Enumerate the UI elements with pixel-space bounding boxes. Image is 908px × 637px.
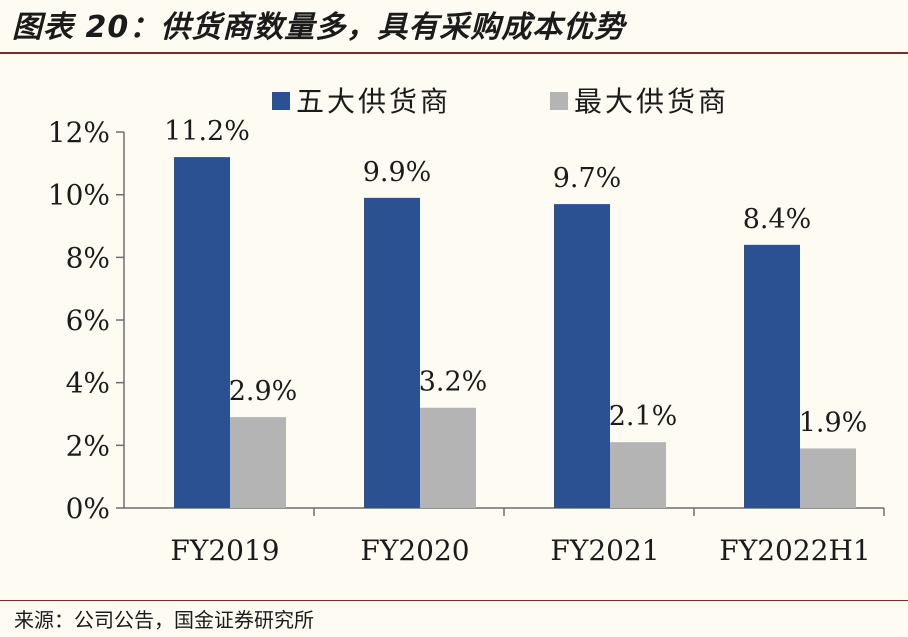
source-note: 来源：公司公告，国金证券研究所	[14, 608, 314, 632]
bar-largest-supplier	[420, 407, 476, 508]
category-label: FY2022H1	[719, 534, 870, 567]
source-divider	[0, 600, 908, 601]
y-tick-label: 8%	[66, 241, 110, 274]
chart-legend: 五大供货商 最大供货商	[272, 85, 729, 118]
y-tick-label: 0%	[66, 492, 110, 525]
bar-chart: 五大供货商 最大供货商 0% 2% 4% 6% 8% 10% 12% 11.2% 2.9% 9.9…	[48, 85, 885, 567]
title-divider	[0, 52, 908, 54]
bar-top-five-suppliers	[174, 157, 230, 508]
bar-top-five-suppliers	[554, 204, 610, 508]
data-label: 9.9%	[363, 157, 432, 188]
bar-top-five-suppliers	[364, 197, 420, 508]
legend-swatch	[550, 92, 568, 110]
category-label: FY2019	[170, 534, 279, 567]
y-tick-label: 2%	[66, 429, 110, 462]
bar-top-five-suppliers	[744, 244, 800, 508]
data-label: 2.9%	[229, 376, 298, 407]
category-label: FY2021	[550, 534, 659, 567]
y-tick-label: 6%	[66, 304, 110, 337]
data-label: 11.2%	[164, 116, 250, 147]
bar-group: 11.2% 2.9% 9.9% 3.2% 9.7% 2.1% 8.4% 1.9%	[164, 116, 867, 508]
data-label: 1.9%	[799, 407, 868, 438]
y-tick-label: 10%	[48, 179, 110, 212]
y-tick-label: 12%	[48, 116, 110, 149]
bar-largest-supplier	[230, 417, 286, 508]
legend-label: 五大供货商	[296, 85, 451, 118]
y-tick-label: 4%	[66, 367, 110, 400]
x-axis: FY2019 FY2020 FY2021 FY2022H1	[170, 508, 885, 567]
data-label: 8.4%	[743, 204, 812, 235]
category-label: FY2020	[360, 534, 469, 567]
bar-largest-supplier	[800, 448, 856, 508]
data-label: 2.1%	[609, 401, 678, 432]
legend-label: 最大供货商	[574, 85, 729, 118]
data-label: 3.2%	[419, 367, 488, 398]
legend-swatch	[272, 92, 290, 110]
bar-largest-supplier	[610, 442, 666, 508]
data-label: 9.7%	[553, 163, 622, 194]
figure-title: 图表 20：供货商数量多，具有采购成本优势	[12, 10, 626, 45]
